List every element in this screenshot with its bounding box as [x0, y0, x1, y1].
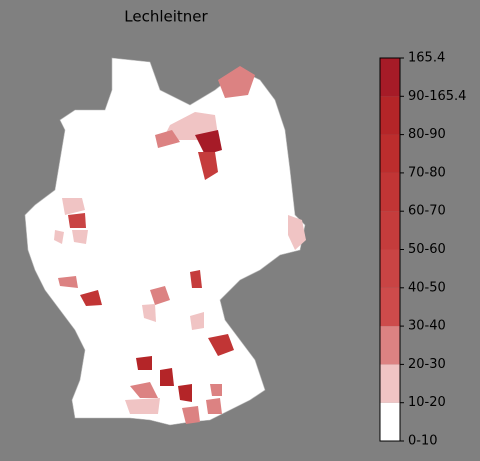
region [218, 66, 255, 98]
region [142, 304, 156, 322]
region [68, 213, 86, 228]
region [72, 230, 88, 244]
colorbar-label: 10-20 [408, 395, 446, 410]
region [206, 398, 222, 414]
region [136, 356, 152, 370]
colorbar-segment [380, 402, 400, 441]
colorbar-segment [380, 58, 400, 97]
colorbar-label: 80-90 [408, 127, 446, 142]
colorbar-segment [380, 96, 400, 135]
colorbar-segment [380, 172, 400, 212]
region [62, 198, 85, 215]
colorbar-label: 165.4 [408, 51, 445, 66]
map-title: Lechleitner [124, 8, 208, 26]
region [182, 406, 200, 424]
region [210, 384, 222, 396]
region [195, 130, 222, 155]
region [160, 368, 174, 386]
region [178, 384, 192, 402]
region [58, 276, 78, 288]
colorbar-segment [380, 134, 400, 173]
country-outline [24, 57, 306, 426]
region [150, 286, 170, 305]
colorbar-segment [380, 326, 400, 365]
colorbar-label: 70-80 [408, 165, 446, 180]
region [80, 290, 102, 306]
region [190, 312, 204, 330]
colorbar-segment [380, 287, 400, 327]
colorbar-label: 20-30 [408, 357, 446, 372]
colorbar-label: 40-50 [408, 280, 446, 295]
region [125, 398, 160, 414]
colorbar-label: 50-60 [408, 242, 446, 257]
region [155, 130, 180, 148]
region [190, 270, 202, 288]
region [208, 334, 234, 356]
region [288, 215, 306, 250]
region [130, 382, 158, 398]
colorbar-segment [380, 249, 400, 288]
colorbar-segment [380, 211, 400, 250]
region [54, 230, 64, 244]
colorbar-label: 90-165.4 [408, 89, 466, 104]
colorbar-label: 60-70 [408, 204, 446, 219]
colorbar-label: 0-10 [408, 434, 438, 449]
colorbar-label: 30-40 [408, 319, 446, 334]
germany-map [24, 57, 306, 426]
colorbar: 0-10 10-20 20-30 30-40 40-50 50-60 60-70 70-80 8… [379, 51, 466, 449]
region [198, 152, 218, 180]
colorbar-segment [380, 364, 400, 403]
